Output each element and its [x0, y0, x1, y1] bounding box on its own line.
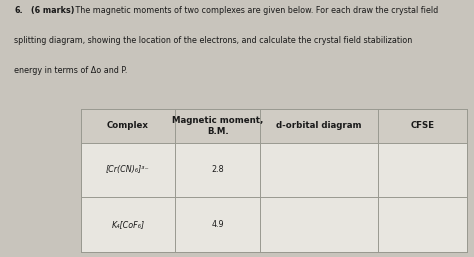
Text: The magnetic moments of two complexes are given below. For each draw the crystal: The magnetic moments of two complexes ar…	[73, 6, 439, 15]
Text: 2.8: 2.8	[211, 166, 224, 175]
Text: (6 marks): (6 marks)	[31, 6, 74, 15]
Text: Magnetic moment,
B.M.: Magnetic moment, B.M.	[172, 116, 264, 136]
Text: 6.: 6.	[14, 6, 23, 15]
Text: d-orbital diagram: d-orbital diagram	[276, 121, 362, 131]
Text: Complex: Complex	[107, 121, 149, 131]
Text: splitting diagram, showing the location of the electrons, and calculate the crys: splitting diagram, showing the location …	[14, 36, 412, 45]
Text: [Cr(CN)₆]³⁻: [Cr(CN)₆]³⁻	[106, 166, 150, 175]
Text: K₄[CoF₆]: K₄[CoF₆]	[111, 220, 145, 229]
Bar	[81, 109, 467, 252]
Text: 4.9: 4.9	[211, 220, 224, 229]
Text: energy in terms of Δo and P.: energy in terms of Δo and P.	[14, 66, 128, 75]
Text: CFSE: CFSE	[410, 121, 435, 131]
Bar	[81, 109, 467, 143]
